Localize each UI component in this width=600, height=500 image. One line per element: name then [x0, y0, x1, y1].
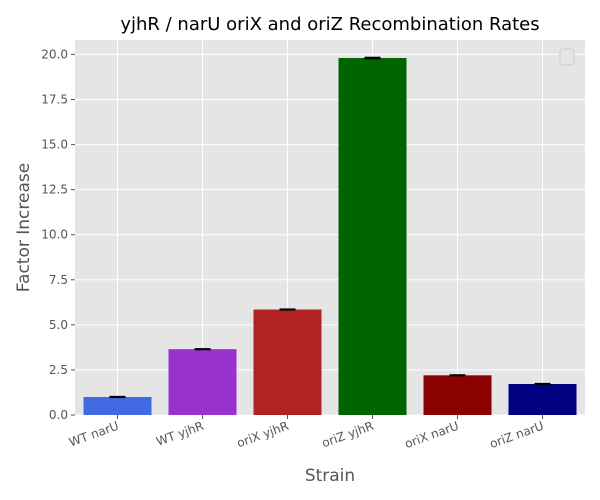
x-tick-label: oriX yjhR [235, 419, 291, 451]
y-axis-ticks: 0.0 2.5 5.0 7.5 10.0 12.5 15.0 17.5 20.0 [41, 47, 75, 422]
x-axis-label: Strain [305, 466, 355, 486]
error-bar [279, 308, 296, 311]
error-bar [194, 348, 211, 351]
legend [559, 48, 575, 66]
x-axis-ticks: WT narU WT yjhR oriX yjhR oriZ yjhR oriX nar… [67, 415, 546, 451]
x-tick-label: oriZ narU [488, 419, 546, 451]
error-bars [109, 56, 551, 399]
y-tick-label: 5.0 [49, 318, 68, 332]
y-tick-label: 2.5 [49, 363, 68, 377]
y-tick-label: 17.5 [41, 92, 68, 106]
y-tick-label: 7.5 [49, 273, 68, 287]
y-tick-label: 12.5 [41, 183, 68, 197]
plot-background [75, 40, 585, 415]
y-axis-label: Factor Increase [14, 163, 34, 292]
bars [83, 58, 577, 416]
x-tick-label: oriX narU [403, 419, 461, 451]
x-tick-label: WT narU [67, 419, 120, 450]
y-tick-label: 10.0 [41, 228, 68, 242]
error-bar [109, 395, 126, 399]
bar-oriz-yjhr [338, 58, 407, 416]
bar-oriz-naru [508, 383, 577, 415]
x-tick-label: WT yjhR [154, 419, 205, 449]
x-tick-label: oriZ yjhR [320, 419, 376, 451]
y-tick-label: 20.0 [41, 47, 68, 61]
error-bar [364, 56, 381, 60]
bar-wt-yjhr [168, 349, 237, 415]
bar-orix-yjhr [253, 309, 322, 415]
bar-orix-naru [423, 375, 492, 415]
error-bar [449, 374, 466, 377]
chart-title: yjhR / narU oriX and oriZ Recombination … [120, 14, 539, 35]
bar-wt-naru [83, 396, 152, 415]
error-bar [534, 382, 551, 386]
y-tick-label: 15.0 [41, 138, 68, 152]
y-tick-label: 0.0 [49, 408, 68, 422]
